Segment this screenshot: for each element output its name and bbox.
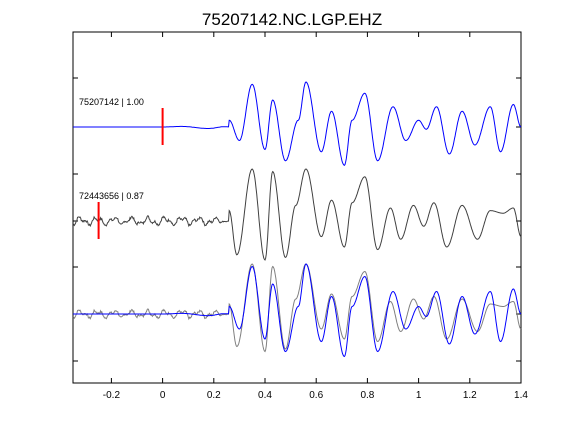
x-tick-label: 0 bbox=[160, 390, 166, 401]
x-tick-label: 0.4 bbox=[258, 390, 272, 401]
x-tick-label: 0.8 bbox=[360, 390, 374, 401]
plot-frame bbox=[72, 31, 522, 384]
x-tick-label: 0.2 bbox=[207, 390, 221, 401]
x-tick-label: -0.2 bbox=[103, 390, 121, 401]
trace-label-1: 75207142 | 1.00 bbox=[79, 97, 144, 107]
overlay-trace-1 bbox=[73, 263, 522, 358]
x-axis: -0.2 0 0.2 0.4 0.6 0.8 1 1.2 1.4 bbox=[103, 32, 528, 401]
x-tick-label: 1 bbox=[416, 390, 422, 401]
x-tick-label: 0.6 bbox=[309, 390, 323, 401]
chart-title: 75207142.NC.LGP.EHZ bbox=[202, 10, 382, 29]
waveform-traces bbox=[72, 81, 522, 358]
waveform-trace-1 bbox=[73, 81, 522, 166]
x-tick-label: 1.4 bbox=[514, 390, 528, 401]
trace-labels: 75207142 | 1.00 72443656 | 0.87 bbox=[79, 97, 144, 201]
trace-label-2: 72443656 | 0.87 bbox=[79, 191, 144, 201]
x-tick-label: 1.2 bbox=[463, 390, 477, 401]
waveform-trace-2 bbox=[72, 168, 522, 261]
